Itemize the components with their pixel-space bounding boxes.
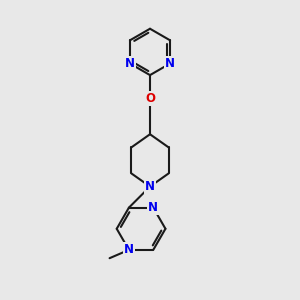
Text: N: N [148,201,158,214]
Text: O: O [145,92,155,105]
Text: N: N [165,57,175,70]
Text: N: N [145,180,155,193]
Text: N: N [125,57,135,70]
Text: N: N [124,243,134,256]
